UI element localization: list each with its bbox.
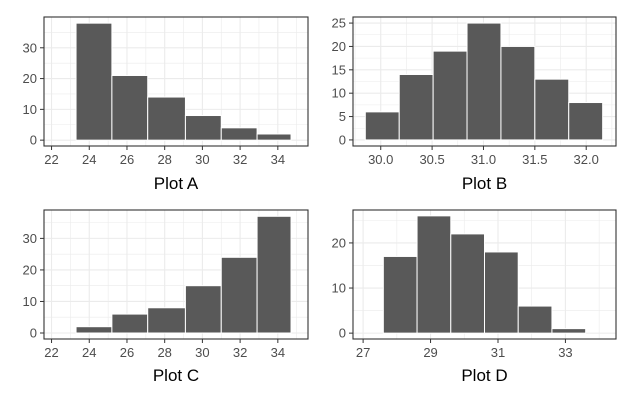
plot-a-x-tick-label: 30 — [195, 152, 209, 167]
plot-a-bar — [147, 96, 186, 141]
plot-b-x-tick-label: 32.0 — [574, 152, 599, 167]
plot-c-bar — [75, 326, 113, 334]
plot-b-y-tick-label: 0 — [339, 132, 346, 147]
plot-c-xlabel: Plot C — [153, 366, 199, 385]
plot-d-bar — [382, 255, 418, 334]
plot-b-bar — [568, 102, 604, 141]
plot-a-bar — [111, 74, 149, 141]
plot-b-x-tick-label: 31.5 — [522, 152, 547, 167]
plot-c-x-tick-label: 22 — [44, 345, 58, 360]
plot-c-bar — [111, 313, 149, 334]
plot-c-bar — [220, 256, 258, 334]
plot-c-y-tick-label: 0 — [30, 326, 37, 341]
plot-b-bar — [432, 50, 468, 141]
plot-d-y-tick-label: 10 — [332, 281, 346, 296]
plot-c-x-tick-label: 32 — [233, 345, 247, 360]
plot-c-x-tick-label: 26 — [120, 345, 134, 360]
plot-d-panel: 27 29 31 33 0 10 20 Plot D — [332, 209, 617, 385]
plot-a-y-tick-label: 10 — [23, 102, 37, 117]
plot-d-x-tick-label: 33 — [558, 345, 572, 360]
plot-a-x-tick-label: 22 — [44, 152, 58, 167]
plot-d-x-tick-label: 27 — [356, 345, 370, 360]
plot-c-panel: 22 24 26 28 30 32 34 0 10 20 30 Plot C — [23, 209, 309, 385]
plot-b-y-tick-label: 15 — [332, 62, 346, 77]
plot-b-x-tick-label: 31.0 — [471, 152, 496, 167]
plot-b-bar — [534, 78, 570, 141]
plot-d-y-tick-label: 20 — [332, 235, 346, 250]
plot-a-x-tick-label: 26 — [120, 152, 134, 167]
plot-d-bar — [416, 215, 452, 334]
plot-a-y-tick-label: 0 — [30, 133, 37, 148]
plot-c-x-tick-label: 24 — [82, 345, 96, 360]
plot-b-bar — [466, 22, 502, 141]
plot-a-x-tick-label: 32 — [233, 152, 247, 167]
plot-b-y-tick-label: 25 — [332, 16, 346, 31]
plot-a-bar — [75, 22, 113, 141]
plot-b-y-tick-label: 5 — [339, 109, 346, 124]
plot-c-border — [43, 209, 309, 340]
plot-d-bar — [450, 233, 485, 334]
plot-d-xlabel: Plot D — [461, 366, 507, 385]
plot-c-y-tick-label: 30 — [23, 231, 37, 246]
plot-c-x-tick-label: 34 — [271, 345, 285, 360]
plot-c-bar — [256, 215, 292, 334]
plot-a-bar — [256, 133, 292, 141]
plot-d-bar — [517, 305, 553, 334]
plot-c-x-tick-label: 30 — [195, 345, 209, 360]
plot-b-bar — [398, 73, 434, 141]
plot-d-bar — [551, 328, 587, 334]
plot-b-bar — [500, 45, 536, 141]
plot-b-y-tick-label: 10 — [332, 86, 346, 101]
plot-a-x-tick-label: 24 — [82, 152, 96, 167]
plot-b-panel: 30.0 30.5 31.0 31.5 32.0 0 5 10 15 20 25 Plot B — [332, 16, 617, 193]
plot-a-bar — [220, 127, 258, 141]
plot-d-border — [352, 209, 617, 340]
plot-d-y-tick-label: 0 — [339, 326, 346, 341]
plot-c-x-tick-label: 28 — [157, 345, 171, 360]
plot-c-bar — [184, 285, 222, 334]
plot-a-y-tick-label: 20 — [23, 71, 37, 86]
plot-c-y-tick-label: 20 — [23, 262, 37, 277]
plot-a-panel: 22 24 26 28 30 32 34 0 10 20 30 Plot A — [23, 16, 309, 193]
plot-a-x-tick-label: 34 — [271, 152, 285, 167]
plot-d-x-tick-label: 29 — [423, 345, 437, 360]
plot-b-y-tick-label: 20 — [332, 39, 346, 54]
plot-b-xlabel: Plot B — [462, 174, 507, 193]
plot-c-bar — [147, 307, 186, 334]
plot-b-bar — [364, 111, 400, 141]
plot-a-xlabel: Plot A — [154, 174, 199, 193]
plot-a-border — [43, 16, 309, 147]
plot-a-y-tick-label: 30 — [23, 40, 37, 55]
plot-c-y-tick-label: 10 — [23, 294, 37, 309]
plot-d-x-tick-label: 31 — [491, 345, 505, 360]
plot-b-border — [352, 16, 617, 147]
plot-a-bar — [184, 115, 222, 141]
plot-b-x-tick-label: 30.5 — [419, 152, 444, 167]
plot-d-bar — [484, 251, 519, 334]
plot-b-x-tick-label: 30.0 — [368, 152, 393, 167]
plot-a-x-tick-label: 28 — [157, 152, 171, 167]
